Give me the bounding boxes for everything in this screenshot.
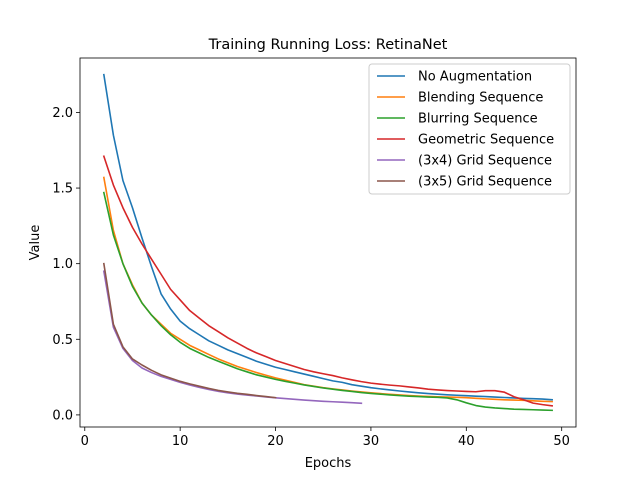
y-tick-label: 2.0	[52, 106, 73, 121]
legend-label-2: Blurring Sequence	[418, 112, 538, 127]
x-tick-label: 50	[553, 434, 570, 449]
legend-label-3: Geometric Sequence	[418, 133, 554, 148]
y-tick-label: 0.5	[52, 333, 73, 348]
y-tick-label: 0.0	[52, 408, 73, 423]
legend-label-4: (3x4) Grid Sequence	[418, 154, 552, 169]
y-tick-label: 1.5	[52, 182, 73, 197]
legend-box	[368, 63, 571, 195]
y-axis-ticks: 0.0 0.5 1.0 1.5 2.0	[52, 106, 80, 423]
legend-label-0: No Augmentation	[418, 70, 532, 85]
series-line-4	[102, 270, 363, 405]
series-line-3	[102, 155, 554, 407]
x-tick-label: 20	[267, 434, 284, 449]
x-axis-label: Epochs	[305, 456, 352, 471]
plot-frame	[79, 57, 577, 428]
x-axis-ticks: 0 10 20 30 40 50	[81, 427, 570, 449]
y-tick-label: 1.0	[52, 257, 73, 272]
series-line-2	[102, 191, 553, 412]
series-lines	[102, 73, 554, 412]
series-line-0	[102, 73, 554, 401]
series-line-5	[102, 262, 277, 399]
chart-title: Training Running Loss: RetinaNet	[208, 37, 448, 53]
legend-label-5: (3x5) Grid Sequence	[418, 175, 552, 190]
legend-label-1: Blending Sequence	[418, 91, 543, 106]
legend: No Augmentation Blending Sequence Blurring…	[368, 63, 571, 195]
x-tick-label: 0	[81, 434, 89, 449]
y-axis-label: Value	[28, 225, 43, 261]
x-tick-label: 10	[172, 434, 189, 449]
x-tick-label: 30	[363, 434, 380, 449]
x-tick-label: 40	[458, 434, 475, 449]
